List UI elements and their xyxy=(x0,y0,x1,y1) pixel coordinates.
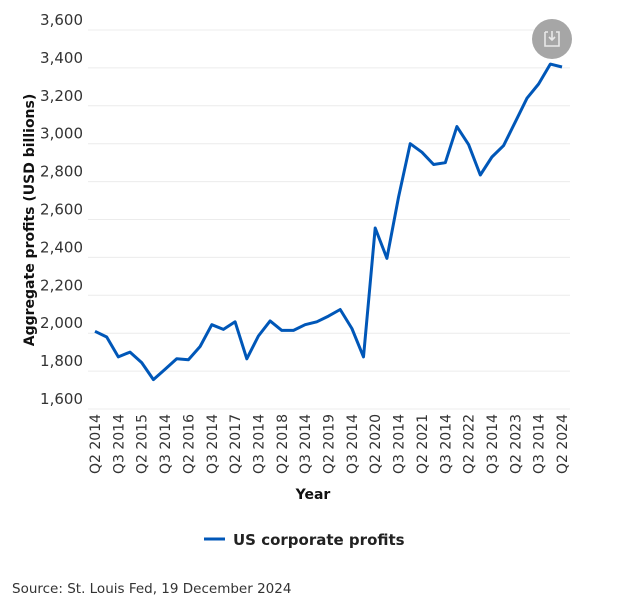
x-tick-label: Q2 2020 xyxy=(368,414,384,474)
source-note: Source: St. Louis Fed, 19 December 2024 xyxy=(12,581,291,597)
x-tick-label: Q2 2014 xyxy=(88,414,104,474)
x-tick-label: Q2 2023 xyxy=(508,414,524,474)
download-button[interactable] xyxy=(532,19,572,59)
y-axis-ticks: 1,600 1,800 2,000 2,200 2,400 2,600 2,800 3,000… xyxy=(40,11,83,408)
y-tick-label: 1,800 xyxy=(40,352,83,370)
y-tick-label: 3,000 xyxy=(40,125,83,143)
x-axis-ticks: Q2 2014 Q3 2014 Q2 2015 Q3 2014 Q2 2016 Q3 20… xyxy=(88,414,571,474)
y-tick-label: 2,800 xyxy=(40,163,83,181)
x-tick-label: Q3 2014 xyxy=(532,414,548,474)
x-tick-label: Q3 2014 xyxy=(345,414,361,474)
y-tick-label: 2,200 xyxy=(40,276,83,294)
y-tick-label: 1,600 xyxy=(40,390,83,408)
series-line-us-corporate-profits xyxy=(94,62,563,382)
y-axis-title: Aggregate profits (USD billions) xyxy=(22,94,38,347)
y-tick-label: 2,000 xyxy=(40,314,83,332)
x-tick-label: Q3 2014 xyxy=(392,414,408,474)
x-tick-label: Q3 2014 xyxy=(438,414,454,474)
x-tick-label: Q2 2022 xyxy=(462,414,478,474)
x-tick-label: Q2 2018 xyxy=(275,414,291,474)
legend-label: US corporate profits xyxy=(233,531,405,549)
download-icon xyxy=(544,31,560,47)
y-tick-label: 3,600 xyxy=(40,11,83,29)
y-tick-label: 2,400 xyxy=(40,238,83,256)
x-tick-label: Q2 2017 xyxy=(228,414,244,474)
gridlines xyxy=(88,29,570,410)
x-tick-label: Q3 2014 xyxy=(205,414,221,474)
x-tick-label: Q2 2021 xyxy=(415,414,431,474)
x-tick-label: Q3 2014 xyxy=(485,414,501,474)
x-tick-label: Q3 2014 xyxy=(158,414,174,474)
legend: US corporate profits xyxy=(204,531,405,549)
x-tick-label: Q3 2014 xyxy=(111,414,127,474)
x-tick-label: Q2 2019 xyxy=(322,414,338,474)
x-tick-label: Q2 2015 xyxy=(135,414,151,474)
y-tick-label: 2,600 xyxy=(40,201,83,219)
x-tick-label: Q3 2014 xyxy=(298,414,314,474)
x-tick-label: Q2 2016 xyxy=(181,414,197,474)
y-tick-label: 3,200 xyxy=(40,87,83,105)
x-axis-title: Year xyxy=(295,487,331,503)
x-tick-label: Q3 2014 xyxy=(251,414,267,474)
y-tick-label: 3,400 xyxy=(40,49,83,67)
x-tick-label: Q2 2024 xyxy=(555,414,571,474)
